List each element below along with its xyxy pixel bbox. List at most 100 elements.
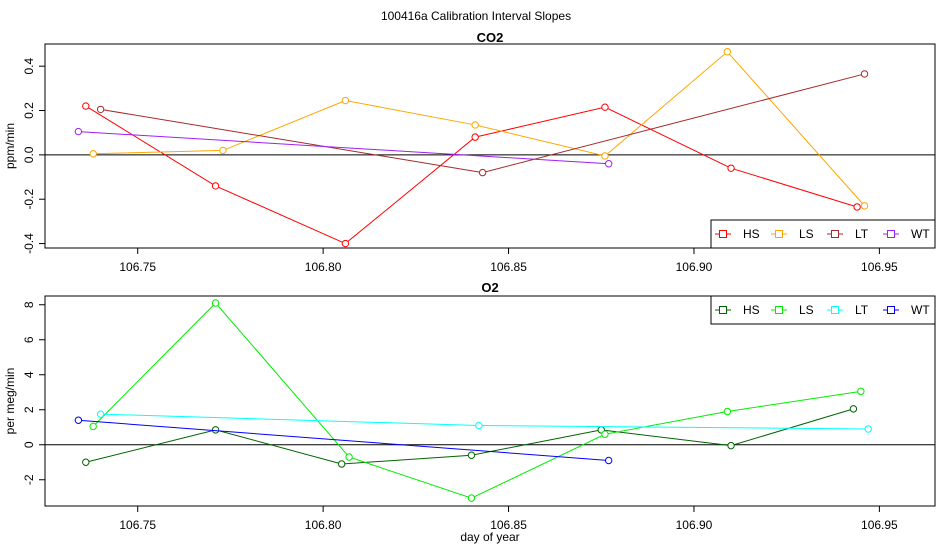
x-axis-label: day of year	[460, 530, 519, 544]
data-point	[723, 48, 732, 56]
y-axis-label: per meg/min	[3, 368, 17, 435]
series-hs	[82, 405, 858, 468]
y-tick-label: -2	[22, 474, 36, 485]
y-tick-label: 0.4	[22, 58, 36, 75]
data-point	[211, 182, 220, 190]
legend-label: WT	[911, 303, 930, 317]
legend-label: LT	[855, 227, 869, 241]
legend-marker	[831, 230, 839, 238]
legend-marker	[887, 230, 895, 238]
x-tick-label: 106.95	[861, 518, 898, 532]
series-lt	[96, 410, 872, 433]
data-point	[219, 146, 227, 155]
legend: HS LS LT WT	[710, 295, 936, 325]
series-lt	[96, 70, 869, 177]
data-point	[601, 152, 609, 160]
x-tick-label: 106.90	[676, 260, 713, 274]
data-point	[723, 407, 732, 416]
x-tick-label: 106.75	[119, 518, 156, 532]
x-tick-label: 106.90	[676, 518, 713, 532]
data-point	[74, 127, 83, 136]
y-tick-label: 6	[22, 336, 36, 343]
series-hs	[82, 102, 861, 248]
legend-label: LT	[855, 303, 869, 317]
y-tick-label: 4	[22, 371, 36, 378]
series-line	[78, 419, 609, 461]
y-axis-label: ppm/min	[3, 123, 17, 169]
data-point	[82, 102, 90, 110]
legend-marker	[775, 230, 783, 238]
x-tick-label: 106.80	[305, 518, 342, 532]
series-line	[92, 302, 861, 499]
plot-frame	[44, 295, 936, 507]
y-tick-label: 0	[22, 441, 36, 448]
data-point	[341, 96, 350, 105]
series-wt	[74, 127, 613, 168]
legend-marker	[719, 230, 727, 238]
panel-title: O2	[481, 280, 498, 295]
legend: HS LS LT WT	[710, 219, 936, 249]
data-point	[853, 203, 861, 211]
data-point	[601, 103, 609, 111]
legend-label: WT	[911, 227, 930, 241]
y-tick-label: 8	[22, 301, 36, 308]
data-point	[727, 164, 735, 172]
legend-marker	[887, 306, 895, 314]
x-tick-label: 106.80	[305, 260, 342, 274]
series-ls	[89, 48, 869, 210]
panel-1: O2 per meg/min day of year 106.75 106.80 106.…	[3, 280, 936, 544]
data-point	[96, 105, 105, 114]
legend-label: HS	[743, 227, 760, 241]
data-point	[74, 416, 83, 424]
data-point	[727, 441, 735, 450]
data-point	[471, 133, 479, 141]
data-point	[601, 430, 609, 438]
data-point	[604, 456, 613, 465]
data-point	[471, 121, 479, 129]
data-point	[864, 425, 872, 433]
data-point	[211, 299, 220, 307]
legend-marker	[775, 306, 783, 314]
x-tick-label: 106.95	[861, 260, 898, 274]
data-point	[860, 202, 869, 210]
legend-label: LS	[799, 227, 814, 241]
y-tick-label: -0.2	[22, 189, 36, 210]
data-point	[337, 460, 346, 468]
data-point	[857, 387, 865, 396]
data-point	[82, 458, 90, 466]
data-point	[89, 422, 97, 431]
data-point	[478, 168, 487, 177]
series-line	[78, 131, 609, 165]
data-point	[604, 160, 613, 168]
data-point	[860, 70, 869, 78]
legend-label: HS	[743, 303, 760, 317]
y-tick-label: 2	[22, 406, 36, 413]
legend-marker	[831, 306, 839, 314]
data-point	[467, 494, 476, 502]
legend-marker	[719, 306, 727, 314]
legend-label: LS	[799, 303, 814, 317]
panel-0: CO2 ppm/min 106.75 106.80 106.85 106.90 106.95…	[3, 30, 936, 274]
data-point	[475, 421, 483, 430]
data-point	[96, 410, 105, 418]
x-tick-label: 106.85	[490, 260, 527, 274]
figure-title: 100416a Calibration Interval Slopes	[381, 9, 571, 23]
panel-title: CO2	[477, 30, 504, 45]
data-point	[211, 426, 220, 434]
x-tick-label: 106.85	[490, 518, 527, 532]
data-point	[341, 239, 350, 248]
data-point	[89, 150, 97, 158]
series-ls	[89, 299, 865, 502]
series-wt	[74, 416, 613, 465]
series-line	[93, 51, 865, 207]
y-tick-label: -0.4	[22, 233, 36, 254]
data-point	[849, 405, 858, 413]
x-tick-label: 106.75	[119, 260, 156, 274]
data-point	[345, 453, 353, 461]
y-tick-label: 0.2	[22, 102, 36, 119]
plot-frame	[44, 43, 936, 249]
y-tick-label: 0.0	[22, 146, 36, 163]
series-line	[100, 73, 865, 174]
data-point	[467, 451, 476, 459]
